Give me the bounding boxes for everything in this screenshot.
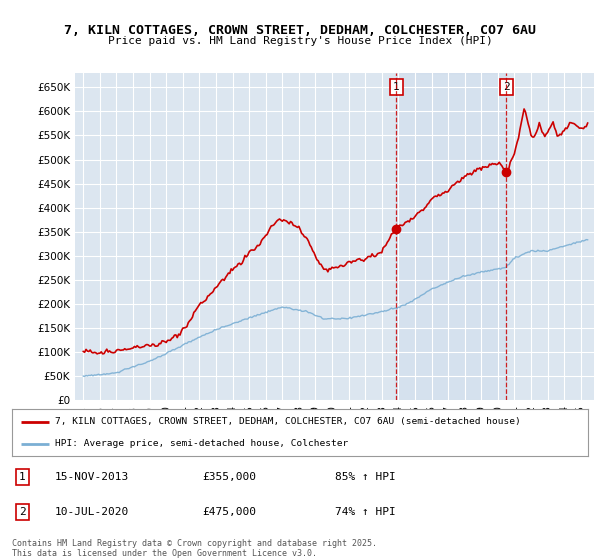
Text: 2: 2 xyxy=(503,82,510,92)
Text: 74% ↑ HPI: 74% ↑ HPI xyxy=(335,507,395,517)
Text: 7, KILN COTTAGES, CROWN STREET, DEDHAM, COLCHESTER, CO7 6AU: 7, KILN COTTAGES, CROWN STREET, DEDHAM, … xyxy=(64,24,536,36)
Text: Price paid vs. HM Land Registry's House Price Index (HPI): Price paid vs. HM Land Registry's House … xyxy=(107,36,493,46)
Text: HPI: Average price, semi-detached house, Colchester: HPI: Average price, semi-detached house,… xyxy=(55,439,349,448)
Text: 1: 1 xyxy=(19,472,26,482)
Bar xyxy=(397,73,506,400)
Text: 1: 1 xyxy=(393,82,400,92)
Text: 2: 2 xyxy=(19,507,26,517)
Text: 15-NOV-2013: 15-NOV-2013 xyxy=(55,472,130,482)
Text: Contains HM Land Registry data © Crown copyright and database right 2025.
This d: Contains HM Land Registry data © Crown c… xyxy=(12,539,377,558)
Text: £475,000: £475,000 xyxy=(202,507,256,517)
Text: 7, KILN COTTAGES, CROWN STREET, DEDHAM, COLCHESTER, CO7 6AU (semi-detached house: 7, KILN COTTAGES, CROWN STREET, DEDHAM, … xyxy=(55,417,521,426)
Text: 85% ↑ HPI: 85% ↑ HPI xyxy=(335,472,395,482)
Text: 10-JUL-2020: 10-JUL-2020 xyxy=(55,507,130,517)
Text: £355,000: £355,000 xyxy=(202,472,256,482)
